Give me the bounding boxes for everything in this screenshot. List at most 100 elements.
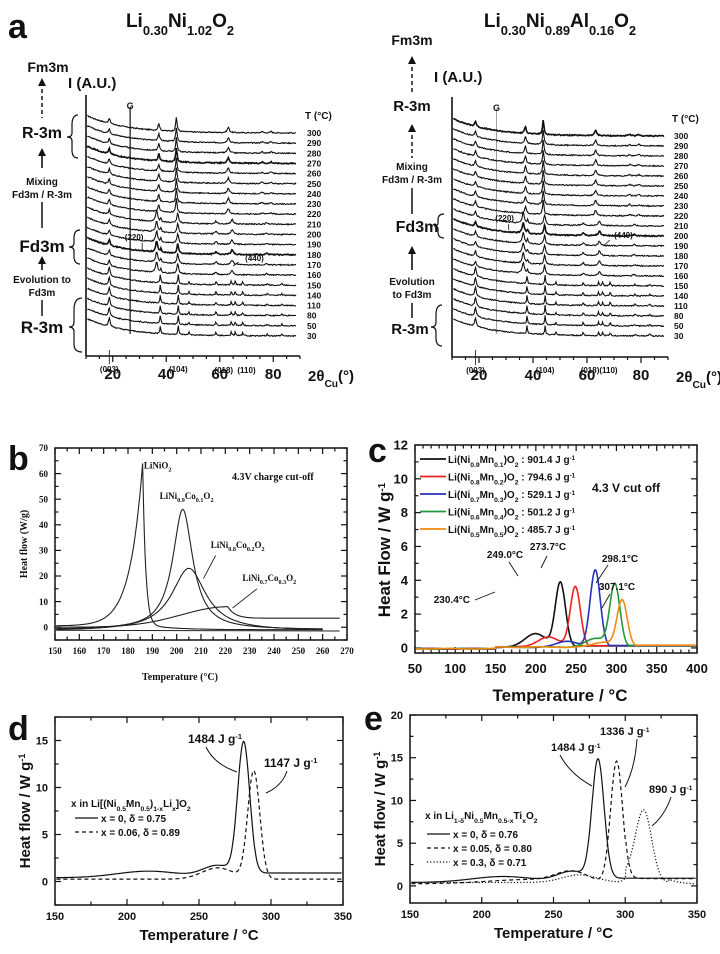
temperature-label: 160 [307,270,321,280]
xrd-trace-250 [452,168,665,188]
arrow-head-icon [38,148,46,156]
temperature-label: 280 [307,148,321,158]
temperature-label: 230 [307,199,321,209]
peak-label: (003) [466,366,485,375]
text-run: )O [504,525,515,536]
peak-label: (220) [495,214,514,223]
text-run: )O [504,455,515,466]
text-run: Li [126,11,143,32]
legend-item: x = 0, δ = 0.75 [101,814,166,825]
x-tick-label: 250 [565,661,587,676]
text-run: Al [570,11,589,32]
text-run: -1 [377,482,388,491]
peak-pointer [595,564,609,584]
phase-label-fd3m: Fd3m [19,237,64,256]
legend-item: Li(Ni0.8Mn0.2)O2 : 794.6 J g-1 [448,472,576,486]
x-tick-label: 270 [340,646,354,656]
phase-label-fm3m: Fm3m [391,32,432,48]
temperature-label: 270 [307,158,321,168]
text-run: 2 [515,514,519,521]
peak-pointer [232,261,239,267]
y-tick-label: 5 [397,838,403,850]
xrd-trace-180 [453,237,665,258]
x-tick-label: 20 [471,367,488,384]
text-run: O [614,11,629,32]
temperature-label: 150 [307,280,321,290]
text-run: 2θ [308,368,324,385]
arrow-head-icon [38,256,46,264]
peak-pointer [474,591,496,601]
series-line-c-4 [415,598,697,650]
xrd-trace-80 [86,296,297,317]
x-tick-label: 40 [158,366,175,383]
y-tick-label: 60 [39,469,49,479]
phase-label-evolution: Evolution to [13,275,71,286]
text-run: LiNi [160,491,178,501]
text-run: x in Li [425,811,454,822]
x-tick-label: 150 [401,909,419,921]
text-run: Li(Ni [448,455,470,466]
peak-label: (220) [125,233,144,242]
xrd-trace-190 [86,226,297,246]
phase-label-r3m-top: R-3m [22,125,62,142]
text-run: ]O [176,799,187,810]
x-tick-label: 250 [292,646,306,656]
peak-temperature-label: 273.7°C [530,542,566,553]
x-tick-label: 60 [211,366,228,383]
legend-item: x = 0.05, δ = 0.80 [453,844,532,855]
temperature-label: 270 [674,161,688,171]
text-run: Mn [126,799,140,810]
text-run: -1 [570,472,576,479]
y-tick-label: 4 [401,573,409,588]
x-tick-label: 200 [170,646,184,656]
x-tick-label: 160 [73,646,87,656]
baseline-line [56,629,340,632]
xrd-trace-250 [86,166,297,185]
y-tick-label: 8 [401,505,408,520]
temperature-label: 220 [674,211,688,221]
text-run: O [203,491,210,501]
enthalpy-label: 1147 J g-1 [264,756,317,771]
legend-item: x = 0.06, δ = 0.89 [101,828,180,839]
x-axis-label: Temperature / °C [493,686,628,705]
temperature-label: 30 [674,331,684,341]
annotation-cutoff: 4.3V charge cut-off [232,472,314,483]
brace [68,229,81,265]
x-axis-label: 2θCu(°) [308,368,354,390]
text-run: 2 [515,532,519,539]
x-tick-label: 150 [48,646,62,656]
y-tick-label: 0 [397,881,403,893]
peak-label-g: G [493,103,500,113]
temperature-label: 250 [674,181,688,191]
text-run: 1484 J g [188,732,235,746]
temperature-label: 180 [674,251,688,261]
text-run: Li(Ni [448,490,470,501]
x-tick-label: 200 [473,909,491,921]
xrd-trace-170 [453,248,665,268]
x-tick-label: 80 [265,366,282,383]
xrd-trace-30 [87,315,297,338]
text-run: )O [504,473,515,484]
phase-label-mixing: Mixing [26,177,58,188]
series-label: LiNiO2 [144,460,172,473]
text-run: Co [236,540,247,550]
xrd-trace-290 [86,125,296,145]
y-tick-label: 40 [39,520,49,530]
temperature-label: 140 [674,291,688,301]
x-tick-label: 200 [118,911,136,923]
legend-item: x = 0, δ = 0.76 [453,830,518,841]
arrow-head-icon [408,56,416,64]
temperature-label: 290 [674,141,688,151]
chart-title: Li0.30Ni0.89Al0.16O2 [484,11,636,38]
text-run: O [255,540,262,550]
text-run: -1 [17,754,27,762]
brace [66,114,79,159]
x-tick-label: 150 [485,661,507,676]
legend-title: x in Li1-δNi0.5Mn0.5-xTixO2 [425,811,538,825]
temperature-label: 190 [674,241,688,251]
xrd-trace-260 [452,158,665,178]
xrd-trace-260 [87,156,297,175]
xrd-trace-300 [87,114,297,135]
annotation-cutoff: 4.3 V cut off [592,481,661,495]
plot-frame [414,444,698,654]
